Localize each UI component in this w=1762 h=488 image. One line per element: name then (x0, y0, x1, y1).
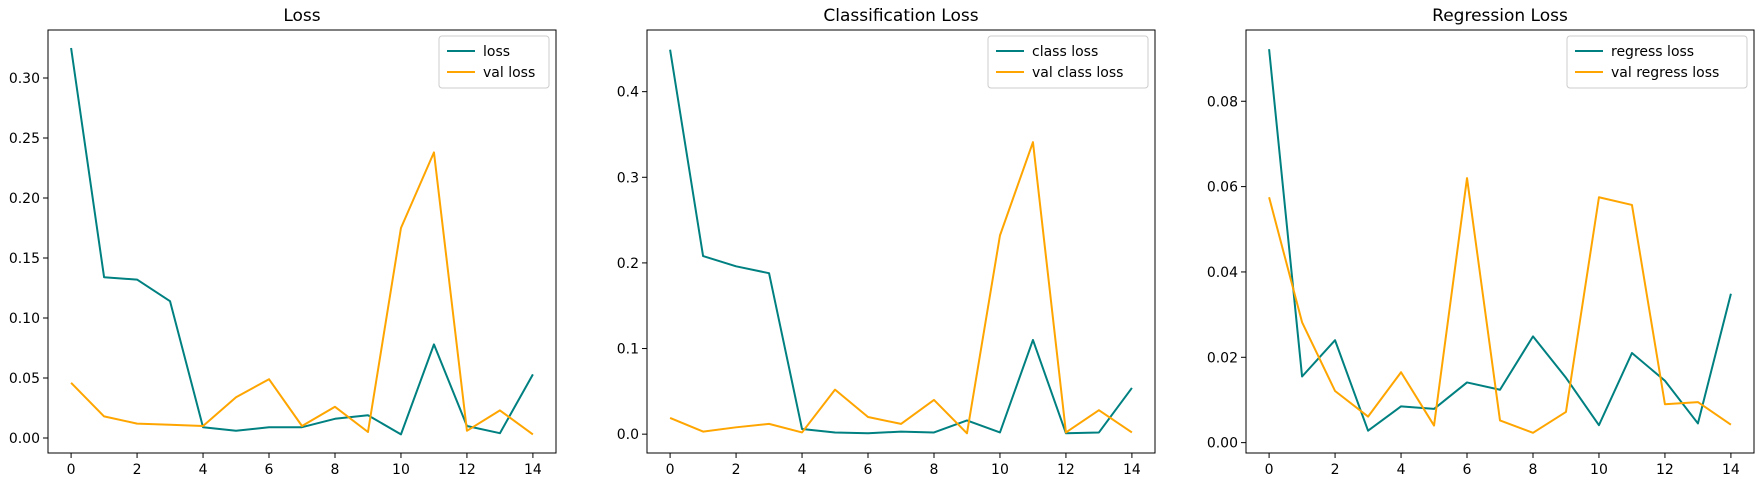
x-tick-label: 10 (991, 462, 1009, 478)
series-line-regress-loss (1268, 49, 1732, 432)
y-tick-label: 0.2 (617, 256, 639, 272)
x-tick-label: 0 (666, 462, 675, 478)
x-tick-label: 10 (392, 462, 410, 478)
x-tick-label: 10 (1590, 462, 1608, 478)
legend-label-val-class-loss: val class loss (1032, 65, 1123, 81)
series-line-class-loss (669, 49, 1133, 435)
x-tick-label: 8 (1529, 462, 1538, 478)
y-tick-label: 0.06 (1207, 180, 1238, 196)
x-tick-label: 14 (1722, 462, 1740, 478)
legend: class loss val class loss (987, 35, 1149, 89)
legend-label-class-loss: class loss (1032, 44, 1098, 60)
chart-title: Regression Loss (1432, 6, 1568, 26)
legend-label-val-loss: val loss (483, 65, 535, 81)
x-tick-label: 0 (67, 462, 76, 478)
loss-chart: Loss 0 2 4 6 8 10 12 14 0.00 0.05 0.10 0.15 0.20 0.25 0… (9, 6, 557, 478)
x-tick-label: 8 (930, 462, 939, 478)
x-tick-label: 2 (133, 462, 142, 478)
legend: loss val loss (438, 35, 550, 89)
plot-frame (1245, 29, 1755, 454)
y-tick-label: 0.25 (9, 131, 40, 147)
legend-label-loss: loss (483, 44, 510, 60)
legend-label-val-regress-loss: val regress loss (1611, 65, 1719, 81)
x-tick-label: 0 (1265, 462, 1274, 478)
y-tick-label: 0.15 (9, 251, 40, 267)
y-tick-label: 0.00 (9, 431, 40, 447)
x-tick-label: 12 (1656, 462, 1674, 478)
plot-frame (646, 29, 1156, 454)
y-tick-label: 0.4 (617, 85, 639, 101)
legend-box (987, 35, 1149, 89)
chart-title: Loss (283, 6, 320, 26)
y-tick-label: 0.10 (9, 311, 40, 327)
x-tick-label: 14 (1123, 462, 1141, 478)
plot-frame (47, 29, 557, 454)
y-tick-label: 0.04 (1207, 265, 1238, 281)
y-tick-label: 0.30 (9, 71, 40, 87)
series-line-loss (70, 47, 534, 436)
x-tick-label: 6 (1463, 462, 1472, 478)
x-tick-label: 12 (1057, 462, 1075, 478)
chart-title: Classification Loss (823, 6, 978, 26)
y-tick-label: 0.20 (9, 191, 40, 207)
legend-label-regress-loss: regress loss (1611, 44, 1694, 60)
regression-loss-chart: Regression Loss 0 2 4 6 8 10 12 14 0.00 0.02 0.04 0.… (1207, 6, 1755, 478)
x-tick-label: 14 (524, 462, 542, 478)
series-line-val-loss (70, 151, 534, 436)
series-line-val-class-loss (669, 141, 1133, 435)
x-tick-label: 6 (265, 462, 274, 478)
classification-loss-chart: Classification Loss 0 2 4 6 8 10 12 14 0.0 0.1 0.2 0… (617, 6, 1156, 478)
series-line-val-regress-loss (1268, 177, 1732, 434)
y-tick-label: 0.00 (1207, 436, 1238, 452)
x-tick-label: 4 (798, 462, 807, 478)
x-tick-label: 12 (458, 462, 476, 478)
y-tick-label: 0.1 (617, 342, 639, 358)
y-tick-label: 0.05 (9, 371, 40, 387)
x-tick-label: 8 (331, 462, 340, 478)
x-tick-label: 2 (1331, 462, 1340, 478)
x-tick-label: 4 (1397, 462, 1406, 478)
x-tick-label: 4 (199, 462, 208, 478)
legend: regress loss val regress loss (1566, 35, 1748, 89)
legend-box (438, 35, 550, 89)
x-tick-label: 2 (732, 462, 741, 478)
y-tick-label: 0.0 (617, 427, 639, 443)
y-tick-label: 0.08 (1207, 94, 1238, 110)
legend-box (1566, 35, 1748, 89)
y-tick-label: 0.3 (617, 170, 639, 186)
x-tick-label: 6 (864, 462, 873, 478)
y-tick-label: 0.02 (1207, 350, 1238, 366)
